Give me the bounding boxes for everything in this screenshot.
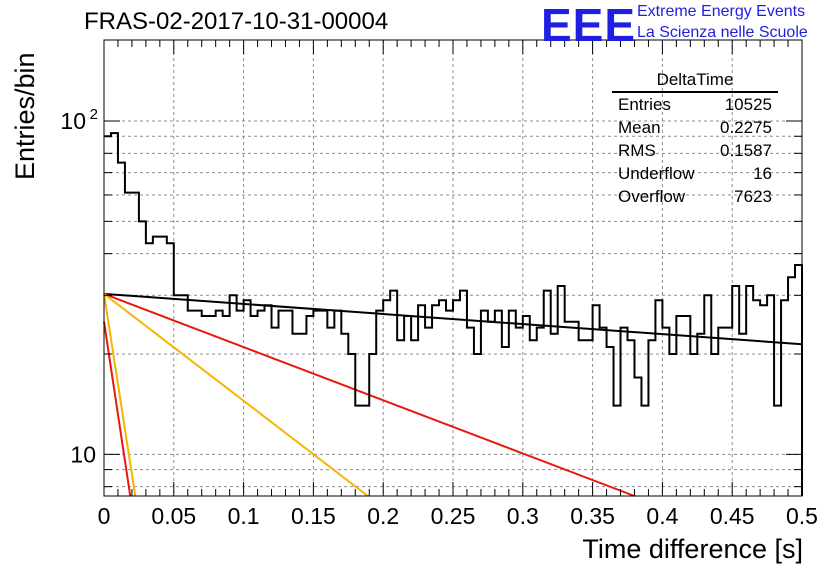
x-tick-label: 0.35 — [570, 503, 615, 529]
y-axis-label: Entries/bin — [10, 52, 40, 180]
stats-box: DeltaTime Entries 10525 Mean 0.2275 RMS 0.1… — [612, 70, 778, 208]
stats-value: 10525 — [724, 95, 772, 114]
stats-row: RMS 0.1587 — [612, 139, 778, 162]
stats-value: 0.1587 — [720, 141, 772, 160]
x-tick-label: 0.45 — [710, 503, 755, 529]
y-tick-label-exponent: 2 — [90, 106, 98, 123]
stats-label: Underflow — [618, 164, 695, 183]
x-tick-label: 0.05 — [151, 503, 196, 529]
x-tick-label: 0.3 — [507, 503, 539, 529]
stats-title: DeltaTime — [612, 70, 778, 93]
x-tick-label: 0.1 — [228, 503, 260, 529]
y-tick-label: 10 — [60, 108, 86, 134]
fit-line — [103, 321, 132, 497]
stats-value: 7623 — [734, 187, 772, 206]
grid-lines — [104, 40, 802, 496]
eee-logo: EEE — [541, 0, 637, 51]
x-tick-label: 0.5 — [786, 503, 818, 529]
chart-title: FRAS-02-2017-10-31-00004 — [84, 8, 389, 35]
stats-value: 0.2275 — [720, 118, 772, 137]
stats-row: Underflow 16 — [612, 162, 778, 185]
stats-row: Overflow 7623 — [612, 185, 778, 208]
stats-label: Overflow — [618, 187, 686, 206]
fit-line — [103, 293, 137, 497]
x-tick-label: 0 — [98, 503, 111, 529]
x-tick-label: 0.25 — [431, 503, 476, 529]
y-tick-label: 10 — [70, 441, 96, 467]
logo-line-1: Extreme Energy Events — [637, 3, 806, 20]
axis-ticks: 0 0.05 0.1 0.15 0.2 0.25 0.3 0.35 0.4 0.45 0.5 10 10… — [60, 40, 818, 529]
stats-row: Mean 0.2275 — [612, 116, 778, 139]
x-tick-label: 0.15 — [291, 503, 336, 529]
stats-label: Mean — [618, 118, 661, 137]
stats-row: Entries 10525 — [612, 93, 778, 116]
x-axis-label: Time difference [s] — [582, 534, 803, 564]
fit-line — [103, 292, 803, 346]
logo-line-2: La Scienza nelle Scuole — [637, 24, 808, 41]
fit-line — [103, 293, 369, 497]
stats-label: RMS — [618, 141, 656, 160]
stats-label: Entries — [618, 95, 671, 114]
x-tick-label: 0.2 — [367, 503, 399, 529]
histogram-series — [104, 132, 803, 496]
x-tick-label: 0.4 — [646, 503, 678, 529]
stats-value: 16 — [753, 164, 772, 183]
